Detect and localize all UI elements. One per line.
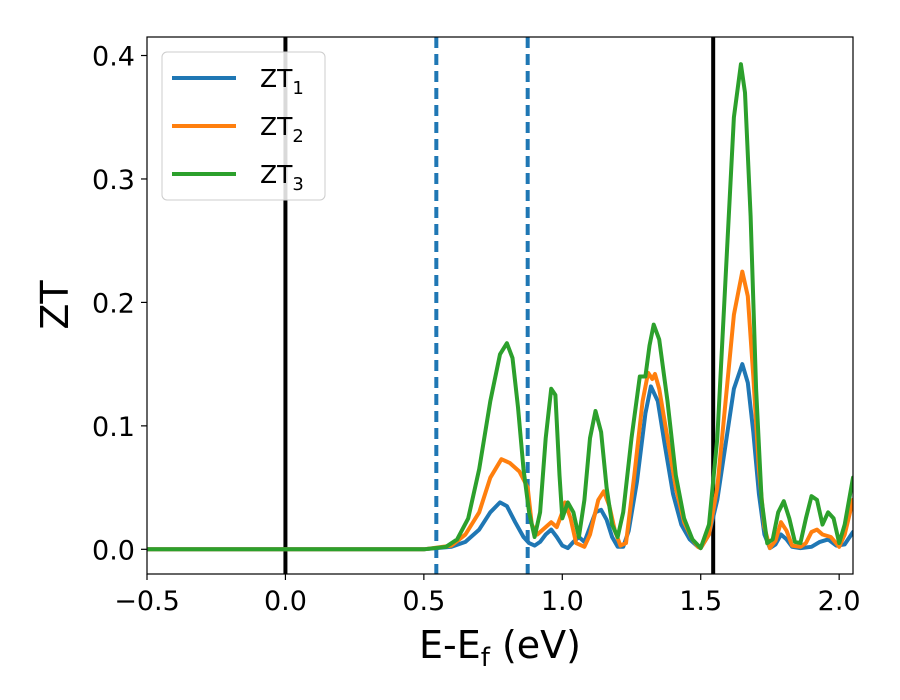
x-tick-label: 2.0 [818,586,861,617]
x-tick-label: 1.5 [679,586,722,617]
series-line-zt3 [147,62,853,552]
y-tick-label: 0.3 [92,165,135,196]
x-axis-label: E-Ef (eV) [419,623,581,673]
legend-label-zt1: ZT1 [260,64,304,99]
x-tick-label: 0.5 [402,586,445,617]
y-tick-label: 0.4 [92,42,135,73]
legend: ZT1 ZT2 ZT3 [161,51,326,201]
plot-frame [146,36,854,575]
y-tick-label: 0.0 [92,535,135,566]
x-tick-label: −0.5 [114,586,180,617]
y-tick-label: 0.2 [92,288,135,319]
legend-label-zt2: ZT2 [260,112,304,147]
x-tick-label: 0.0 [264,586,307,617]
x-tick-label: 1.0 [541,586,584,617]
y-tick-label: 0.1 [92,412,135,443]
legend-label-zt3: ZT3 [260,160,304,195]
y-axis-label: ZT [33,280,77,330]
legend-box [161,51,326,201]
